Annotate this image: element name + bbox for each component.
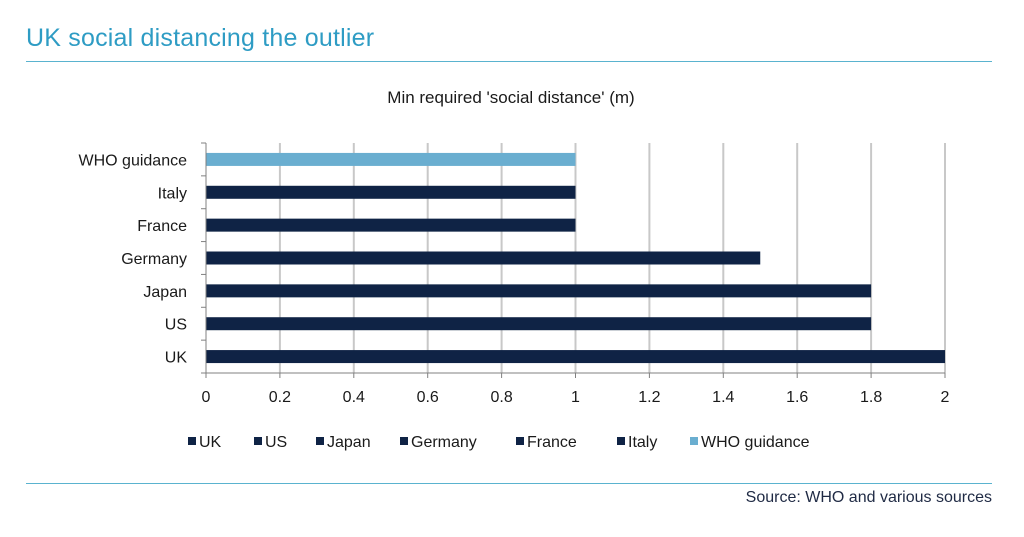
bar	[206, 185, 576, 199]
category-label: Germany	[121, 251, 187, 268]
bar	[206, 152, 576, 166]
footer-divider	[26, 483, 992, 484]
x-tick-label: 0.8	[490, 389, 512, 406]
x-tick-label: 0	[202, 389, 211, 406]
legend-label: Japan	[327, 434, 371, 451]
category-label: US	[165, 317, 187, 334]
legend-label: Italy	[628, 434, 657, 451]
x-tick-label: 0.2	[269, 389, 291, 406]
category-label: UK	[165, 350, 188, 367]
source-note: Source: WHO and various sources	[745, 489, 992, 506]
chart-title: Min required 'social distance' (m)	[387, 88, 634, 107]
bar	[206, 350, 945, 364]
x-tick-label: 1.2	[638, 389, 660, 406]
x-tick-label: 1.6	[786, 389, 808, 406]
legend-swatch	[254, 437, 262, 445]
x-tick-label: 0.4	[343, 389, 365, 406]
x-tick-label: 0.6	[417, 389, 439, 406]
category-label: France	[137, 218, 187, 235]
header-divider	[26, 61, 992, 62]
legend: UK US Japan Germany France Italy WHO guidance	[188, 434, 810, 451]
legend-swatch	[617, 437, 625, 445]
legend-swatch	[316, 437, 324, 445]
legend-label: WHO guidance	[701, 434, 810, 451]
category-labels: WHO guidance Italy France Germany Japan US UK	[79, 152, 188, 366]
legend-label: Germany	[411, 434, 477, 451]
axes	[201, 142, 946, 378]
x-tick-labels: 0 0.2 0.4 0.6 0.8 1 1.2 1.4 1.6 1.8 2	[202, 389, 950, 406]
legend-swatch	[400, 437, 408, 445]
x-tick-label: 1	[571, 389, 580, 406]
legend-label: UK	[199, 434, 222, 451]
legend-label: US	[265, 434, 287, 451]
bars	[206, 152, 945, 364]
x-tick-label: 2	[941, 389, 950, 406]
bar	[206, 251, 761, 265]
bar	[206, 284, 872, 298]
legend-swatch	[516, 437, 524, 445]
category-label: Italy	[158, 185, 187, 202]
bar	[206, 218, 576, 232]
category-label: WHO guidance	[79, 152, 188, 169]
bar	[206, 317, 872, 331]
legend-label: France	[527, 434, 577, 451]
legend-swatch	[690, 437, 698, 445]
category-label: Japan	[143, 284, 187, 301]
x-tick-label: 1.4	[712, 389, 734, 406]
page-title: UK social distancing the outlier	[26, 24, 375, 52]
legend-swatch	[188, 437, 196, 445]
x-tick-label: 1.8	[860, 389, 882, 406]
